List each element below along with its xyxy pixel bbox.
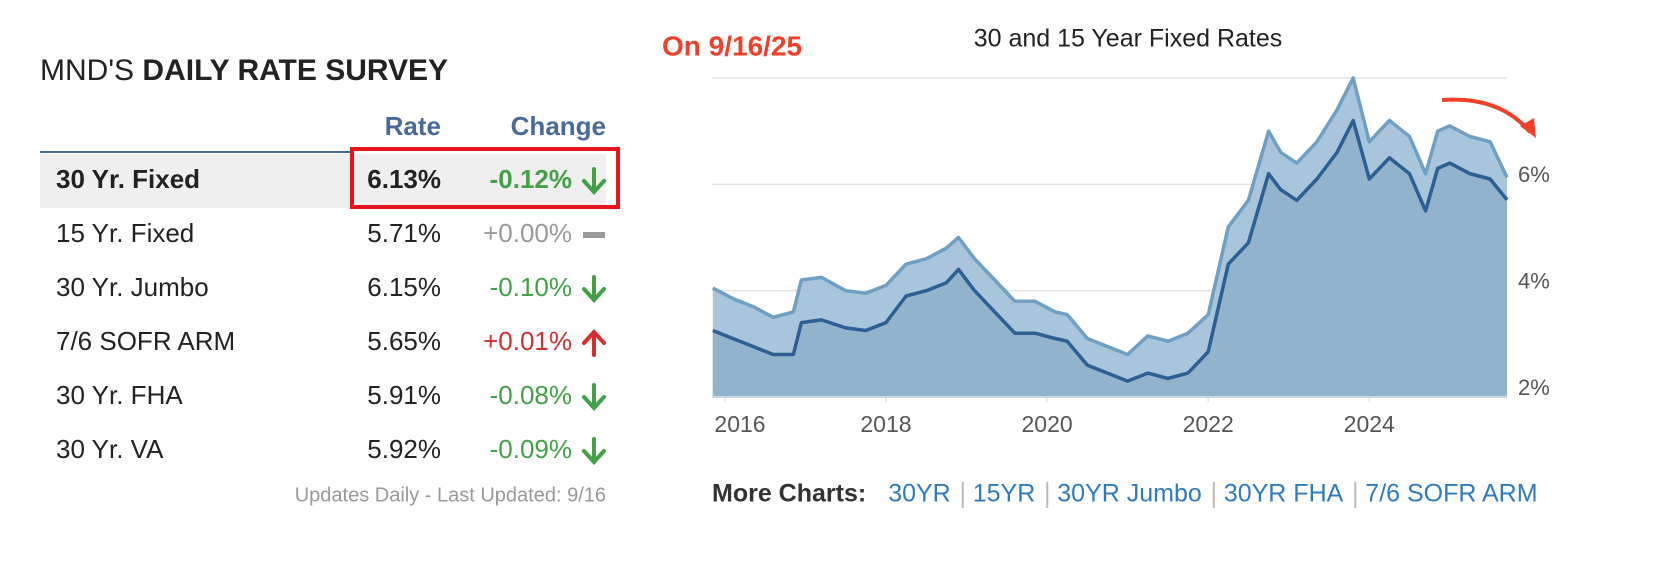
chart-link[interactable]: 7/6 SOFR ARM xyxy=(1365,480,1537,508)
more-charts-label: More Charts: xyxy=(712,480,866,508)
y-tick-label: 6% xyxy=(1518,162,1550,187)
x-tick-label: 2018 xyxy=(860,411,911,437)
row-rate: 5.71% xyxy=(367,218,441,248)
trend-icon xyxy=(582,329,606,357)
trend-icon xyxy=(582,383,606,411)
row-change: -0.10% xyxy=(490,272,572,302)
row-rate: 5.92% xyxy=(367,434,441,464)
annotation: On 9/16/25 xyxy=(662,30,802,61)
plot: 2% 4% 6% 2016 2018 2020 2022 2024 xyxy=(711,76,1550,437)
row-name: 15 Yr. Fixed xyxy=(56,218,194,248)
column-header: Rate xyxy=(385,111,441,141)
chart-title: 30 and 15 Year Fixed Rates xyxy=(974,25,1283,53)
footer: Updates Daily - Last Updated: 9/16 xyxy=(295,484,606,506)
row-change: -0.08% xyxy=(490,380,572,410)
title-bold: DAILY RATE SURVEY xyxy=(142,54,448,87)
column-header: Change xyxy=(511,111,606,141)
row-change: +0.00% xyxy=(483,218,572,248)
row-change: -0.09% xyxy=(490,434,572,464)
row-rate: 6.13% xyxy=(367,164,441,194)
y-tick-label: 2% xyxy=(1518,375,1550,400)
chart-link[interactable]: 30YR FHA xyxy=(1224,480,1344,508)
row-change: +0.01% xyxy=(483,326,572,356)
row-name: 30 Yr. Jumbo xyxy=(56,272,209,302)
highlight-box xyxy=(350,147,620,209)
row-change: -0.12% xyxy=(490,164,572,194)
row-name: 30 Yr. Fixed xyxy=(56,164,200,194)
trend-icon xyxy=(583,232,605,238)
row-rate: 5.91% xyxy=(367,380,441,410)
chart-link[interactable]: 15YR xyxy=(973,480,1036,508)
x-tick-label: 2016 xyxy=(714,411,765,437)
trend-icon xyxy=(582,167,606,195)
row-name: 7/6 SOFR ARM xyxy=(56,326,235,356)
row-highlight xyxy=(40,154,606,208)
trend-icon xyxy=(582,275,606,303)
line xyxy=(711,76,1509,357)
x-tick-label: 2022 xyxy=(1183,411,1234,437)
line xyxy=(712,118,1509,383)
row-name: 30 Yr. FHA xyxy=(56,380,183,410)
table-body: 30 Yr. Fixed 6.13% -0.12% 15 Yr. Fixed 5.71%… xyxy=(40,147,620,465)
survey-title: MND'S DAILY RATE SURVEY xyxy=(40,54,448,87)
arrow-head xyxy=(1520,118,1536,138)
row-name: 30 Yr. VA xyxy=(56,434,164,464)
title-normal: MND'S xyxy=(40,54,134,87)
row-rate: 6.15% xyxy=(367,272,441,302)
row-rate: 5.65% xyxy=(367,326,441,356)
trend-icon xyxy=(582,437,606,465)
chart-link[interactable]: 30YR Jumbo xyxy=(1057,480,1202,508)
chart-link[interactable]: 30YR xyxy=(888,480,951,508)
x-tick-label: 2024 xyxy=(1344,411,1395,437)
more-charts: More Charts: 30YR 15YR 30YR Jumbo 30YR FHA 7/… xyxy=(712,480,1538,508)
y-tick-label: 4% xyxy=(1518,268,1550,293)
x-tick-label: 2020 xyxy=(1021,411,1072,437)
